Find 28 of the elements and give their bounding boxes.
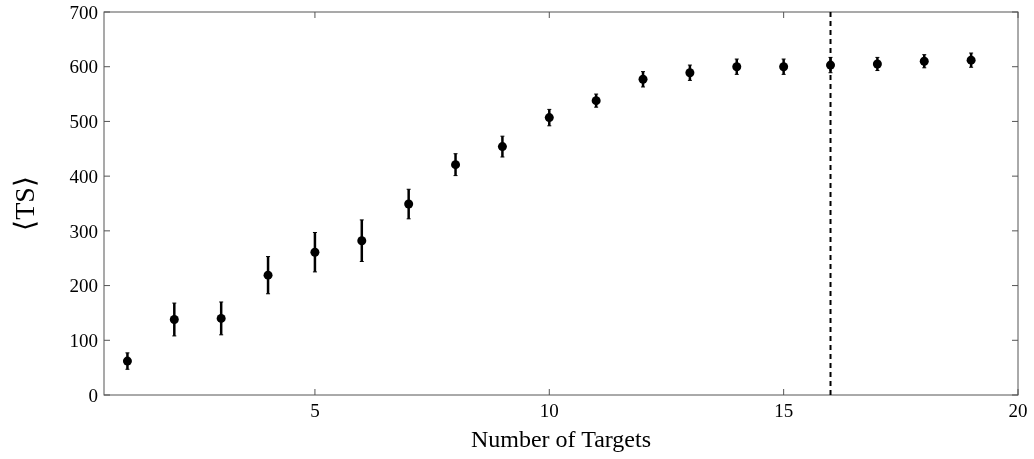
point [216, 313, 226, 323]
x-axis-title: Number of Targets [470, 426, 652, 452]
point [263, 270, 273, 280]
point [404, 199, 414, 209]
x-tick-label: 20 [1008, 400, 1028, 421]
point [122, 356, 132, 366]
x-tick-label: 15 [774, 400, 794, 421]
point [497, 142, 507, 152]
y-axis-title: ⟨TS⟩ [9, 176, 40, 231]
y-tick-label: 700 [69, 1, 98, 23]
point [451, 160, 461, 170]
y-tick-label: 300 [69, 220, 98, 242]
point [826, 60, 836, 70]
x-tick-label: 5 [310, 400, 320, 421]
point [310, 247, 320, 257]
y-tick-label: 200 [69, 275, 98, 297]
point [732, 62, 742, 72]
point [919, 56, 929, 66]
y-tick-label: 600 [69, 56, 98, 78]
y-tick-label: 400 [69, 165, 98, 187]
point [169, 314, 179, 324]
y-tick-label: 0 [88, 384, 98, 406]
y-tick-label: 100 [69, 329, 98, 351]
point [779, 62, 789, 72]
y-tick-label: 500 [69, 111, 98, 133]
point [357, 236, 367, 246]
x-tick-label: 10 [539, 400, 559, 421]
point [544, 113, 554, 123]
